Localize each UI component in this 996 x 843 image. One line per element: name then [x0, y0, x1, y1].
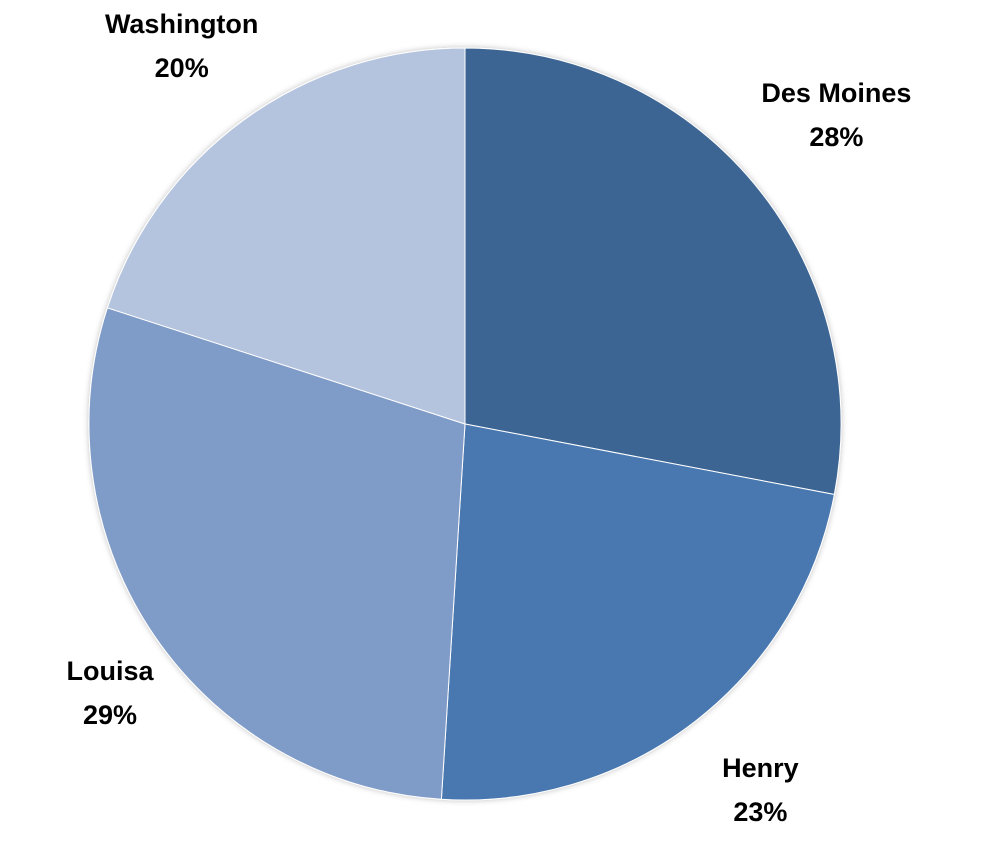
pie-slice [440, 423, 835, 801]
slice-value-label: 28% [809, 122, 863, 152]
pie-slice [464, 47, 842, 496]
slice-label: Louisa [66, 656, 154, 686]
pie [88, 47, 842, 801]
pie-slice [88, 307, 466, 800]
slice-value-label: 20% [155, 53, 209, 83]
slice-value-label: 23% [733, 797, 787, 827]
slice-label: Des Moines [761, 78, 911, 108]
slice-label: Washington [105, 9, 258, 39]
slice-label: Henry [722, 753, 799, 783]
slice-value-label: 29% [83, 700, 137, 730]
pie-slice [106, 47, 466, 425]
